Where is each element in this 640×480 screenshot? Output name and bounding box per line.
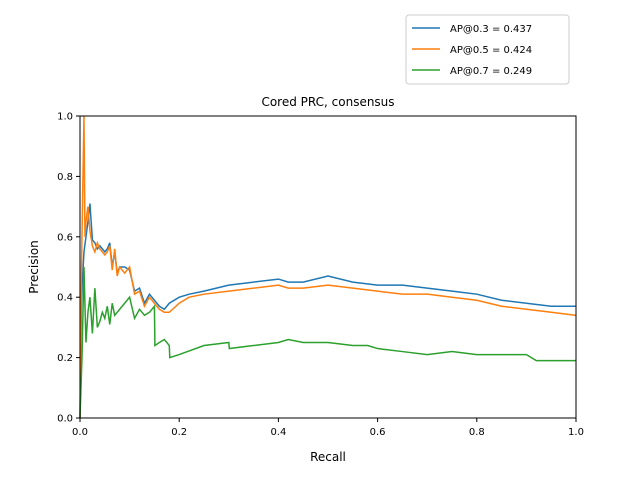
legend: AP@0.3 = 0.437 AP@0.5 = 0.424 AP@0.7 = 0.2… xyxy=(406,15,569,84)
y-tick-label: 0.0 xyxy=(57,414,73,425)
chart-title: Cored PRC, consensus xyxy=(261,95,394,109)
y-tick-label: 0.8 xyxy=(57,172,73,183)
y-tick-label: 0.6 xyxy=(57,232,73,243)
y-axis: 0.0 0.2 0.4 0.6 0.8 1.0 xyxy=(57,112,80,425)
y-tick-label: 1.0 xyxy=(57,112,73,123)
plot-area xyxy=(80,116,576,418)
x-axis: 0.0 0.2 0.4 0.6 0.8 1.0 xyxy=(72,418,584,438)
x-tick-label: 0.6 xyxy=(370,427,386,438)
x-tick-label: 0.4 xyxy=(270,427,286,438)
legend-label-2: AP@0.7 = 0.249 xyxy=(450,66,532,77)
y-axis-title: Precision xyxy=(27,240,41,294)
y-tick-label: 0.2 xyxy=(57,353,73,364)
y-tick-label: 0.4 xyxy=(57,293,73,304)
x-axis-title: Recall xyxy=(310,450,346,464)
legend-label-1: AP@0.5 = 0.424 xyxy=(450,45,532,56)
x-tick-label: 1.0 xyxy=(568,427,584,438)
x-tick-label: 0.8 xyxy=(469,427,485,438)
x-tick-label: 0.0 xyxy=(72,427,88,438)
x-tick-label: 0.2 xyxy=(171,427,187,438)
legend-label-0: AP@0.3 = 0.437 xyxy=(450,24,532,35)
